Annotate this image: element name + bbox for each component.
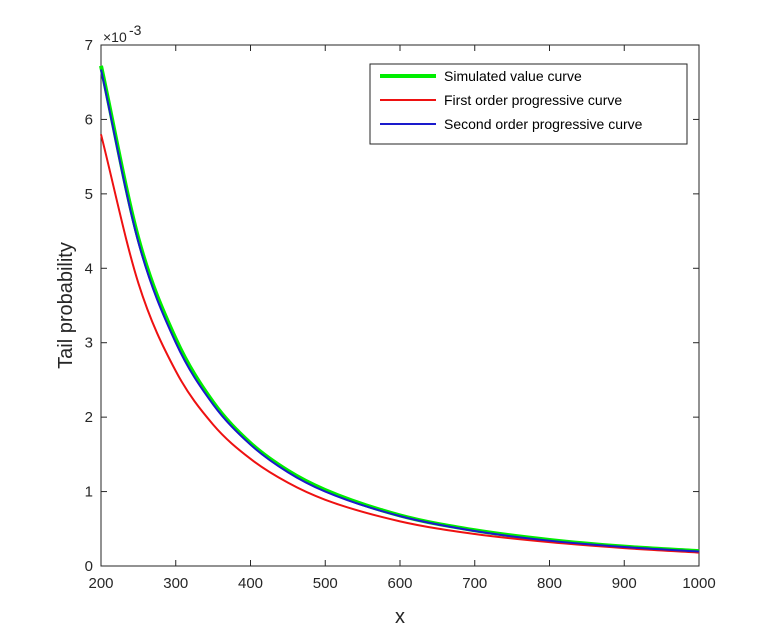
y-exponent-power: -3 (129, 22, 142, 38)
series-line-3 (100, 69, 700, 553)
y-axis-exponent: ×10 -3 (103, 22, 142, 45)
ticks-layer: 200 300 400 500 600 700 800 900 1000 0 1 2 3 4 5 6 7 (85, 37, 716, 592)
x-tick-label-5: 700 (462, 575, 487, 592)
legend-entries: Simulated value curve First order progres… (380, 68, 643, 132)
y-tick-label-2: 2 (85, 409, 93, 426)
y-tick-label-6: 6 (85, 111, 93, 128)
x-tick-label-0: 200 (88, 575, 113, 592)
legend-label-2: First order progressive curve (444, 92, 622, 108)
x-tick-label-8: 1000 (682, 575, 715, 592)
y-exponent-base: ×10 (103, 29, 127, 45)
y-tick-label-1: 1 (85, 484, 93, 501)
y-axis-label: Tail probability (55, 242, 77, 369)
series-layer (99, 65, 700, 554)
legend: Simulated value curve First order progres… (369, 63, 688, 145)
x-tick-label-4: 600 (387, 575, 412, 592)
legend-label-3: Second order progressive curve (444, 116, 643, 132)
y-tick-label-3: 3 (85, 335, 93, 352)
y-tick-label-7: 7 (85, 37, 93, 54)
x-tick-label-7: 900 (612, 575, 637, 592)
x-axis-label: x (395, 606, 405, 628)
legend-label-1: Simulated value curve (444, 68, 582, 84)
series-line-2 (100, 134, 700, 554)
y-tick-label-0: 0 (85, 558, 93, 575)
x-tick-label-1: 300 (163, 575, 188, 592)
x-tick-label-2: 400 (238, 575, 263, 592)
y-tick-label-4: 4 (85, 260, 93, 277)
y-tick-label-5: 5 (85, 186, 93, 203)
x-tick-label-3: 500 (313, 575, 338, 592)
x-tick-label-6: 800 (537, 575, 562, 592)
